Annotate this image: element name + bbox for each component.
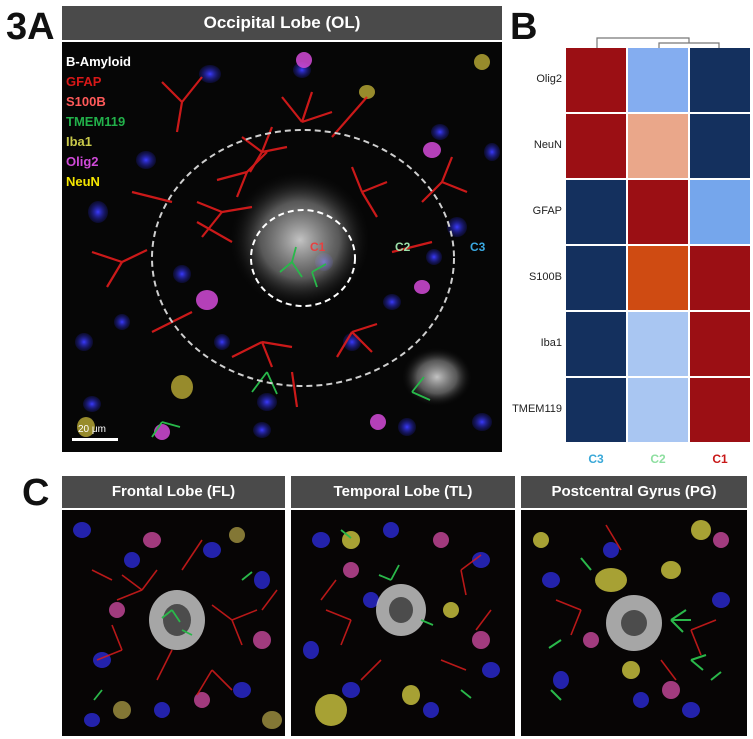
temporal-lobe-title: Temporal Lobe (TL) — [291, 476, 515, 508]
heatmap-row-label-neun: NeuN — [533, 139, 562, 151]
heatmap-cell-neun-c3 — [566, 114, 626, 178]
zone-label-c2: C2 — [395, 240, 411, 254]
zone-label-c1: C1 — [310, 240, 326, 254]
panel-a-title: Occipital Lobe (OL) — [62, 6, 502, 40]
heatmap-cell-gfap-c1 — [690, 180, 750, 244]
legend-item-tmem119: TMEM119 — [66, 114, 126, 129]
heatmap-cell-neun-c1 — [690, 114, 750, 178]
heatmap-cell-s100b-c1 — [690, 246, 750, 310]
legend-item-iba1: Iba1 — [66, 134, 93, 149]
heatmap-row-label-s100b: S100B — [528, 271, 562, 283]
postcentral-gyrus-title: Postcentral Gyrus (PG) — [521, 476, 747, 508]
scalebar-line — [72, 438, 118, 441]
heatmap-cell-olig2-c2 — [628, 48, 688, 112]
zone-label-c3: C3 — [470, 240, 486, 254]
heatmap-cell-neun-c2 — [628, 114, 688, 178]
heatmap-cell-s100b-c3 — [566, 246, 626, 310]
scalebar-label: 20 μm — [78, 424, 106, 435]
occipital-micrograph-image — [62, 42, 502, 452]
heatmap-col-label-c1: C1 — [712, 452, 728, 466]
legend-item-olig2: Olig2 — [66, 154, 99, 169]
zone-c1-outline — [250, 209, 356, 307]
heatmap-cell-s100b-c2 — [628, 246, 688, 310]
heatmap-cell-iba1-c1 — [690, 312, 750, 376]
heatmap-col-label-c3: C3 — [588, 452, 604, 466]
heatmap-row-label-olig2: Olig2 — [536, 73, 562, 85]
panel-a-letter: 3A — [6, 6, 55, 48]
heatmap-row-label-iba1: Iba1 — [540, 337, 562, 349]
heatmap-cell-tmem119-c1 — [690, 378, 750, 442]
temporal-lobe-micrograph — [291, 510, 515, 736]
occipital-micrograph: B-Amyloid GFAP S100B TMEM119 Iba1 Olig2 NeuN C… — [62, 42, 502, 452]
legend-item-neun: NeuN — [66, 174, 100, 189]
heatmap — [566, 48, 752, 442]
legend-item-b-amyloid: B-Amyloid — [66, 54, 131, 69]
postcentral-gyrus-micrograph — [521, 510, 747, 736]
heatmap-cell-gfap-c2 — [628, 180, 688, 244]
heatmap-cell-iba1-c2 — [628, 312, 688, 376]
panel-b-letter: B — [510, 6, 538, 48]
frontal-lobe-micrograph — [62, 510, 285, 736]
panel-c-letter: C — [22, 472, 50, 514]
legend-item-s100b: S100B — [66, 94, 106, 109]
heatmap-cell-tmem119-c3 — [566, 378, 626, 442]
heatmap-cell-olig2-c3 — [566, 48, 626, 112]
heatmap-cell-olig2-c1 — [690, 48, 750, 112]
legend-item-gfap: GFAP — [66, 74, 102, 89]
frontal-lobe-title: Frontal Lobe (FL) — [62, 476, 285, 508]
heatmap-cell-iba1-c3 — [566, 312, 626, 376]
heatmap-cell-tmem119-c2 — [628, 378, 688, 442]
heatmap-cell-gfap-c3 — [566, 180, 626, 244]
heatmap-col-label-c2: C2 — [650, 452, 666, 466]
zone-c3-outline — [151, 129, 455, 387]
heatmap-row-label-gfap: GFAP — [532, 205, 562, 217]
heatmap-dendrogram — [596, 37, 720, 48]
heatmap-row-label-tmem119: TMEM119 — [512, 403, 562, 415]
marker-legend: B-Amyloid GFAP S100B TMEM119 Iba1 Olig2 NeuN — [66, 52, 131, 192]
